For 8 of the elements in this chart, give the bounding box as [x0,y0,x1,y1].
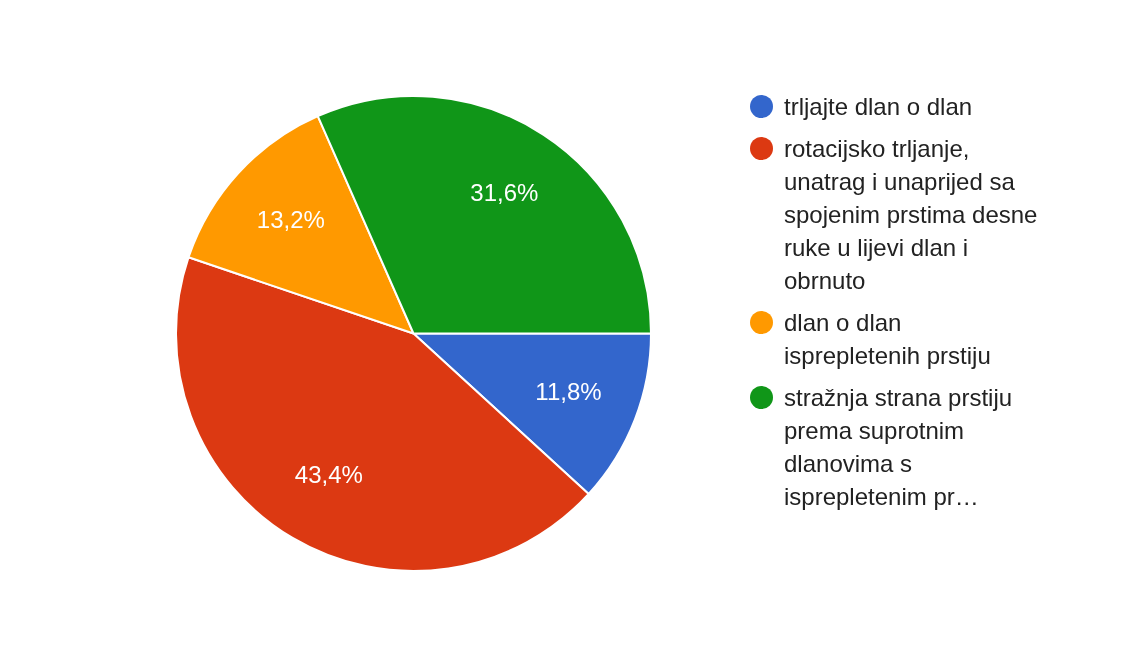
legend-label: trljajte dlan o dlan [784,93,973,120]
data-label: 11,8% [535,378,602,406]
legend-label: rotacijsko trljanje, unatrag i unaprijed sa spojenim prstima desne ruke u lijevi dlan i obrnuto [784,135,1038,294]
data-label: 13,2% [256,205,325,233]
data-label: 43,4% [294,461,363,489]
legend-label: dlan o dlan isprepletenih prstiju [784,309,991,369]
legend-label: stražnja strana prstiju prema suprotnim dlanovima s isprepletenim pr… [784,384,1013,510]
data-label: 31,6% [470,178,539,206]
